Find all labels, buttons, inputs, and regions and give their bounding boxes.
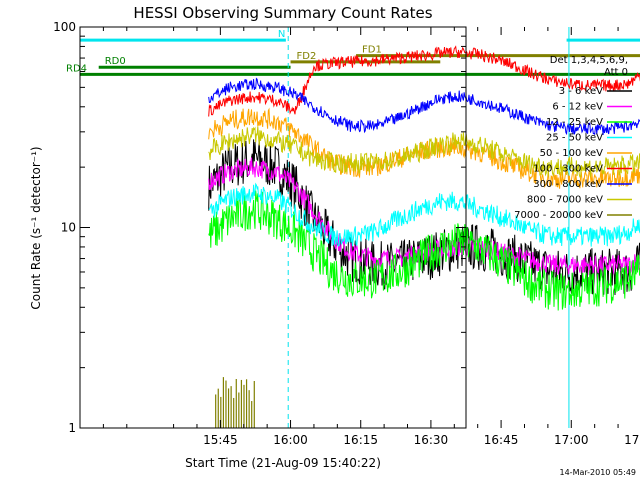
x-tick-label: 15:45 [203, 433, 238, 447]
series-line-3 [208, 182, 640, 247]
legend-label: 300 - 800 keV [533, 179, 603, 190]
series-line-4 [208, 107, 640, 189]
legend: Det 1,3,4,5,6,9,Att 03 - 6 keV 6 - 12 keV… [514, 55, 632, 221]
annotation-label: FD1 [362, 45, 382, 56]
x-tick-label: 16:15 [343, 433, 378, 447]
annotation-label: RD4 [66, 63, 87, 74]
chart-title: HESSI Observing Summary Count Rates [133, 4, 432, 22]
legend-label: 100 - 300 keV [533, 164, 603, 175]
x-tick-label: 17:00 [554, 433, 589, 447]
y-axis: 1 10 100 [53, 20, 466, 435]
vertical-marker-layer [79, 27, 570, 428]
legend-label: 6 - 12 keV [552, 102, 603, 113]
legend-header: Att 0 [604, 67, 628, 78]
series-line-7 [208, 126, 640, 178]
x-tick-label: 16:45 [484, 433, 519, 447]
x-axis-label: Start Time (21-Aug-09 15:40:22) [185, 456, 381, 470]
legend-label: 50 - 100 keV [540, 148, 604, 159]
legend-header: Det 1,3,4,5,6,9, [550, 55, 628, 66]
legend-label: 800 - 7000 keV [527, 195, 603, 206]
x-tick-label: 16:00 [273, 433, 308, 447]
legend-label: 12 - 25 keV [546, 117, 603, 128]
x-tick-label: 16:30 [414, 433, 449, 447]
annotation-layer: N FD1 FD2 RD0 RD4 [66, 29, 640, 76]
x-axis: 15:45 16:00 16:15 16:30 16:45 17:00 17:15 [102, 27, 640, 447]
y-tick-label: 1 [68, 421, 76, 435]
annotation-label: FD2 [297, 51, 317, 62]
series-line-2 [208, 190, 640, 311]
generation-timestamp: 14-Mar-2010 05:49 [560, 468, 637, 477]
annotation-label: N [278, 29, 285, 40]
y-tick-label: 100 [53, 20, 76, 34]
y-axis-label: Count Rate (s⁻¹ detector⁻¹) [29, 146, 43, 309]
series-layer [208, 45, 640, 428]
series-line-6 [208, 77, 640, 136]
series-line-0 [208, 139, 640, 296]
series-line-5 [208, 45, 640, 117]
y-tick-label: 10 [61, 221, 76, 235]
x-tick-label: 17:15 [624, 433, 640, 447]
legend-label: 25 - 50 keV [546, 133, 603, 144]
annotation-label: RD0 [105, 56, 126, 67]
legend-label: 3 - 6 keV [559, 86, 603, 97]
legend-label: 7000 - 20000 keV [514, 210, 603, 221]
